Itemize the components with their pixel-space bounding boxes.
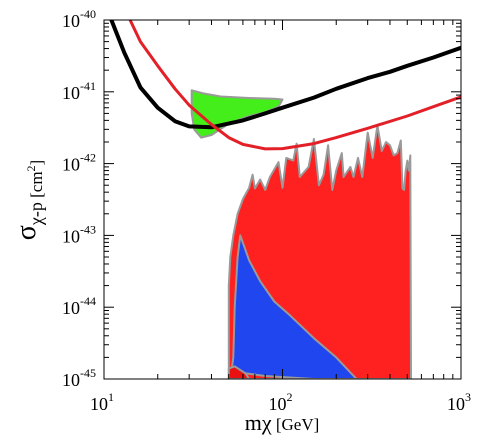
y-axis-unit-sup: 2 [24, 165, 38, 171]
x-tick-label: 103 [447, 390, 471, 414]
curve-5 [128, 20, 461, 151]
x-tick-label: 102 [269, 390, 293, 414]
tick-labels: 101 102 103 10-40 10-41 10-42 10-43 10-44 10-45 [62, 7, 471, 414]
y-axis-label: σχ-p [cm2] [11, 160, 46, 240]
x-tick-label: 101 [90, 390, 114, 414]
series-layer [109, 20, 461, 379]
curve-4 [109, 20, 461, 130]
y-axis-symbol: σ [11, 225, 42, 240]
x-axis-symbol: m [245, 410, 262, 435]
y-tick-label: 10-40 [62, 7, 96, 31]
y-tick-label: 10-42 [62, 151, 96, 175]
y-axis-unit: [cm [27, 171, 46, 202]
y-tick-label: 10-44 [62, 294, 96, 318]
y-axis-subscript: χ-p [26, 202, 46, 226]
y-tick-label: 10-41 [62, 79, 96, 103]
y-tick-label: 10-45 [62, 366, 96, 390]
y-axis-unit-close: ] [27, 160, 46, 166]
x-axis-subscript: χ [261, 410, 272, 435]
x-axis-label: mχ [GeV] [245, 410, 320, 435]
region-1 [230, 234, 358, 379]
x-axis-unit: [GeV] [272, 415, 320, 434]
plot-frame [103, 19, 462, 380]
region-2 [227, 365, 251, 379]
y-tick-label: 10-43 [62, 222, 96, 246]
